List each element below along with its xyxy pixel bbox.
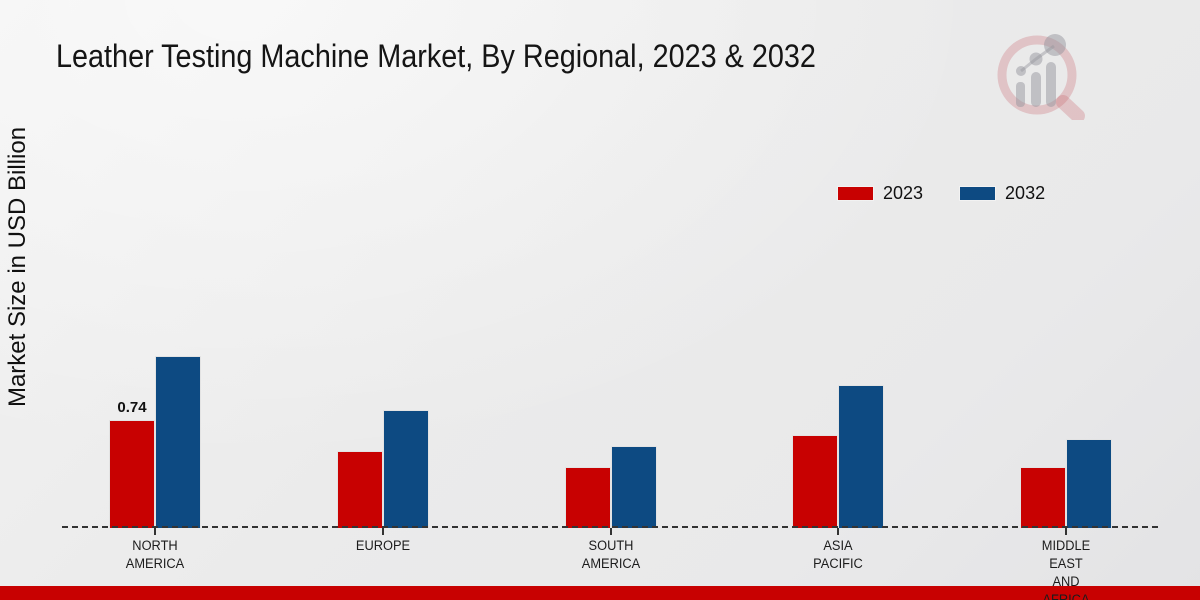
bar-2032-asia-pacific[interactable]: [838, 385, 884, 528]
bar-2032-middle-east-and-africa[interactable]: [1066, 439, 1112, 528]
legend-swatch-2032: [959, 186, 997, 201]
bar-2023-europe[interactable]: [337, 451, 383, 528]
x-axis-label-south-america: SOUTH AMERICA: [581, 538, 641, 571]
footer-accent-bar: [0, 586, 1200, 600]
x-axis-tick: [610, 528, 612, 535]
bar-2032-north-america[interactable]: [155, 356, 201, 528]
legend-item-2032[interactable]: 2032: [959, 183, 1045, 204]
x-axis-label-europe: EUROPE: [355, 538, 411, 553]
x-axis-label-asia-pacific: ASIA PACIFIC: [813, 538, 863, 571]
bar-2023-south-america[interactable]: [565, 467, 611, 528]
x-axis-tick: [382, 528, 384, 535]
y-axis-label: Market Size in USD Billion: [4, 126, 31, 408]
bar-2023-north-america[interactable]: [109, 420, 155, 528]
legend-label-2023: 2023: [883, 183, 924, 203]
x-axis-label-middle-east-and-africa: MIDDLE EAST AND AFRICA: [1041, 538, 1091, 600]
magnifier-bar-chart-logo-icon: [997, 34, 1085, 120]
legend-item-2023[interactable]: 2023: [837, 183, 923, 204]
bar-2023-asia-pacific[interactable]: [792, 435, 838, 528]
legend: 2023 2032: [837, 183, 1045, 204]
x-axis-baseline: [62, 526, 1158, 528]
x-axis-tick: [154, 528, 156, 535]
x-axis-tick: [837, 528, 839, 535]
legend-label-2032: 2032: [1005, 183, 1046, 203]
chart-title: Leather Testing Machine Market, By Regio…: [56, 38, 816, 74]
bar-2023-middle-east-and-africa[interactable]: [1020, 467, 1066, 528]
bar-2032-europe[interactable]: [383, 410, 429, 528]
x-axis-tick: [1065, 528, 1067, 535]
legend-swatch-2023: [837, 186, 874, 201]
x-axis-label-north-america: NORTH AMERICA: [125, 538, 185, 571]
bar-2032-south-america[interactable]: [611, 446, 657, 528]
bar-value-label: 0.74: [117, 399, 147, 416]
